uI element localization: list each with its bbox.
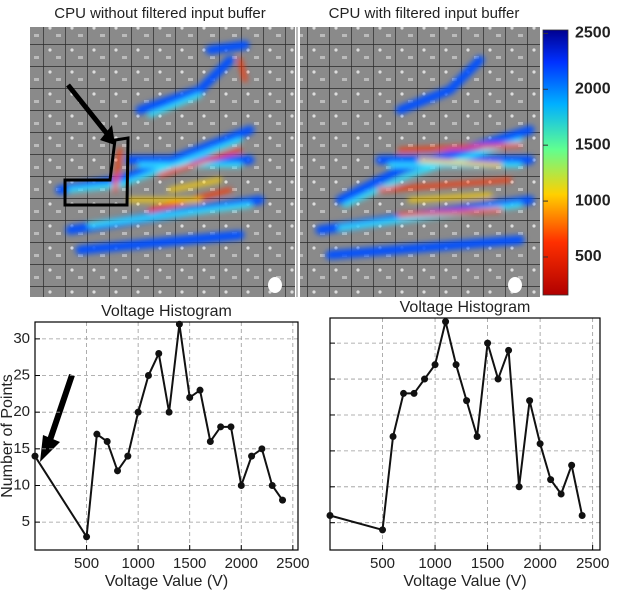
x-tick-label: 2500: [576, 555, 609, 572]
data-point: [83, 533, 91, 541]
colorbar-label: 1500: [575, 136, 611, 153]
x-tick-label: 1500: [471, 555, 504, 572]
data-point: [431, 361, 439, 369]
chart-title: Voltage Histogram: [400, 299, 531, 316]
chart-title: Voltage Histogram: [101, 303, 232, 320]
colorbar-label: 500: [575, 248, 602, 265]
colorbar: [542, 29, 569, 296]
x-tick-label: 2000: [523, 555, 556, 572]
data-point: [515, 483, 523, 491]
data-point: [206, 437, 214, 445]
colorbar-label: 2500: [575, 25, 611, 42]
panel-title: CPU without filtered input buffer: [54, 5, 266, 22]
y-axis-label: Number of Points: [0, 374, 16, 498]
data-point: [505, 346, 513, 354]
data-point: [103, 437, 111, 445]
data-point: [155, 350, 163, 358]
data-point: [279, 496, 287, 504]
y-tick-label: 20: [13, 403, 30, 420]
plot-frame: [329, 317, 601, 551]
data-point: [237, 481, 245, 489]
data-point: [144, 372, 152, 380]
data-point: [536, 440, 544, 448]
data-point: [326, 512, 334, 520]
data-point: [124, 452, 132, 460]
data-point: [526, 397, 534, 405]
x-tick-label: 500: [370, 555, 395, 572]
x-tick-label: 1500: [173, 555, 206, 572]
data-point: [557, 490, 565, 498]
data-point: [196, 386, 204, 394]
data-point: [217, 423, 225, 431]
data-point: [186, 394, 194, 402]
data-point: [578, 512, 586, 520]
data-point: [134, 408, 142, 416]
y-tick-label: 25: [13, 366, 30, 383]
data-point: [452, 361, 460, 369]
data-point: [473, 433, 481, 441]
x-axis-label: Voltage Value (V): [403, 573, 526, 590]
x-tick-label: 1000: [121, 555, 154, 572]
data-point: [268, 481, 276, 489]
data-point: [421, 375, 429, 383]
data-point: [463, 397, 471, 405]
data-point: [93, 430, 101, 438]
data-point: [114, 467, 122, 475]
data-point: [31, 452, 39, 460]
data-point: [494, 375, 502, 383]
y-tick-label: 5: [22, 513, 30, 530]
data-line: [329, 321, 584, 532]
heatmap-right: [300, 27, 540, 297]
data-point: [258, 445, 266, 453]
y-tick-label: 15: [13, 440, 30, 457]
data-point: [410, 389, 418, 397]
colorbar-label: 1000: [575, 192, 611, 209]
data-point: [165, 408, 173, 416]
data-point: [400, 389, 408, 397]
data-point: [568, 461, 576, 469]
panel-title: CPU with filtered input buffer: [329, 5, 520, 22]
x-tick-label: 2500: [276, 555, 309, 572]
plot-frame: [34, 321, 299, 551]
x-tick-label: 500: [74, 555, 99, 572]
data-point: [379, 526, 387, 534]
y-tick-label: 10: [13, 476, 30, 493]
data-point: [175, 320, 183, 328]
x-axis-label: Voltage Value (V): [105, 573, 228, 590]
x-tick-label: 2000: [225, 555, 258, 572]
heatmap-left: [30, 27, 295, 297]
data-point: [547, 476, 555, 484]
colorbar-label: 2000: [575, 80, 611, 97]
data-point: [248, 452, 256, 460]
data-point: [484, 339, 492, 347]
data-point: [227, 423, 235, 431]
x-tick-label: 1000: [418, 555, 451, 572]
y-tick-label: 30: [13, 330, 30, 347]
data-point: [442, 318, 450, 326]
data-point: [389, 433, 397, 441]
